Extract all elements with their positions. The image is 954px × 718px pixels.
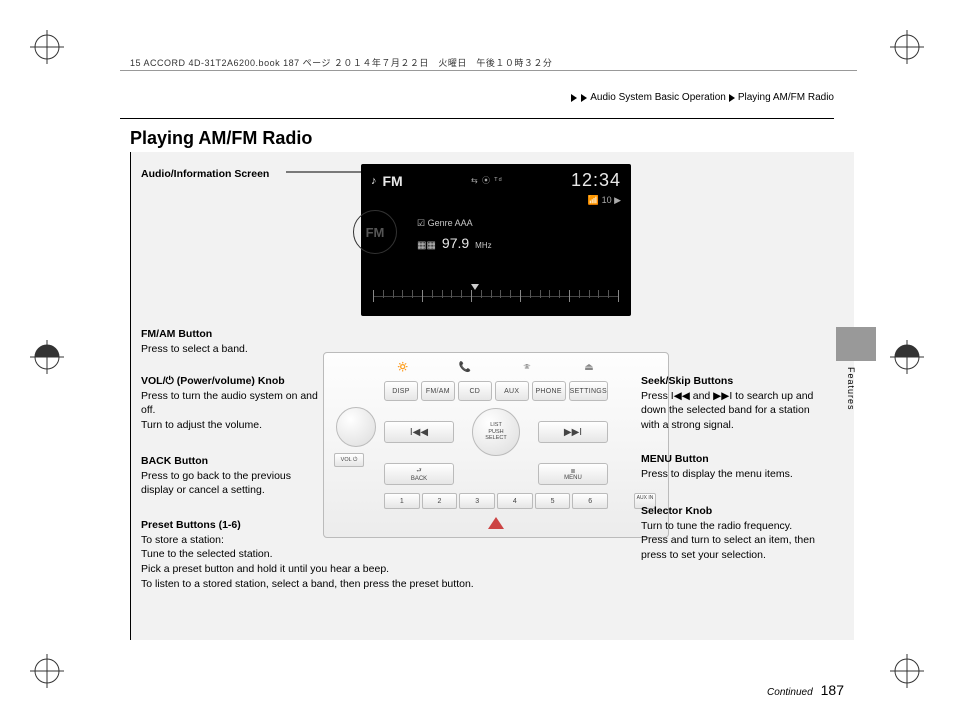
phone-button[interactable]: PHONE	[532, 381, 566, 401]
music-note-icon: ♪	[371, 175, 377, 187]
callout-selector: Selector Knob Turn to tune the radio fre…	[641, 504, 826, 563]
screen-signal-label: 📶 10 ▶	[588, 195, 621, 206]
callout-fmam: FM/AM Button Press to select a band.	[141, 327, 321, 356]
callout-fmam-b: Press to select a band.	[141, 343, 248, 355]
radio-head-unit: 🔅 📞 🕾 ⏏ DISP FM/AM CD AUX PHONE SETTINGS…	[323, 352, 669, 538]
callout-preset-b3: Pick a preset button and hold it until y…	[141, 563, 389, 575]
screen-frequency: 97.9	[442, 235, 469, 251]
brightness-icon: 🔅	[394, 362, 412, 373]
crop-mark-icon	[890, 654, 924, 688]
callout-menu-h: MENU Button	[641, 452, 826, 467]
crop-mark-icon	[890, 30, 924, 64]
menu-button[interactable]: ≣ MENU	[538, 463, 608, 485]
chevron-right-icon	[581, 94, 587, 102]
preset-3-button[interactable]: 3	[459, 493, 495, 509]
cd-button[interactable]: CD	[458, 381, 492, 401]
callout-selector-b2: Press and turn to select an item, then p…	[641, 534, 815, 561]
callout-menu: MENU Button Press to display the menu it…	[641, 452, 826, 481]
back-button-label: BACK	[411, 476, 427, 482]
fm-circle-icon: FM	[353, 210, 397, 254]
crop-mark-icon	[890, 340, 924, 374]
breadcrumb-b: Playing AM/FM Radio	[738, 92, 834, 103]
callout-seek: Seek/Skip Buttons Press I◀◀ and ▶▶I to s…	[641, 374, 826, 433]
callout-fmam-h: FM/AM Button	[141, 327, 321, 342]
callout-preset: Preset Buttons (1-6) To store a station:…	[141, 518, 641, 591]
callout-vol-h: VOL/⏻ (Power/volume) Knob	[141, 374, 321, 389]
scale-pointer-icon	[471, 284, 479, 290]
content-panel: Features ♪ FM ⇆ ⦿ ᵀᵈ 12:34 📶 10 ▶ FM ☑ G…	[130, 152, 854, 640]
callout-back-b: Press to go back to the previous display…	[141, 470, 291, 497]
volume-power-knob[interactable]	[336, 407, 376, 447]
chevron-right-icon	[571, 94, 577, 102]
selector-line2: PUSH	[488, 429, 503, 436]
preset-marker-icon: ▦▦	[417, 240, 436, 251]
callout-vol: VOL/⏻ (Power/volume) Knob Press to turn …	[141, 374, 321, 433]
screen-status-icons: ⇆ ⦿ ᵀᵈ	[471, 175, 503, 186]
breadcrumb: Audio System Basic Operation Playing AM/…	[570, 92, 834, 103]
audio-info-screen: ♪ FM ⇆ ⦿ ᵀᵈ 12:34 📶 10 ▶ FM ☑ Genre AAA …	[361, 164, 631, 316]
continued-label: Continued	[767, 687, 813, 698]
back-arrow-icon: ⮐	[416, 466, 421, 476]
callout-back: BACK Button Press to go back to the prev…	[141, 454, 321, 498]
crop-mark-icon	[30, 654, 64, 688]
callout-vol-b1: Press to turn the audio system on and of…	[141, 390, 318, 417]
callout-selector-b1: Turn to tune the radio frequency.	[641, 520, 792, 532]
disp-button[interactable]: DISP	[384, 381, 418, 401]
crop-mark-icon	[30, 340, 64, 374]
preset-1-button[interactable]: 1	[384, 493, 420, 509]
title-rule	[120, 118, 834, 119]
header-rule	[120, 70, 857, 71]
fmam-button[interactable]: FM/AM	[421, 381, 455, 401]
page-number: 187	[821, 682, 844, 698]
section-tab	[836, 327, 876, 361]
back-button[interactable]: ⮐ BACK	[384, 463, 454, 485]
callout-preset-b1: To store a station:	[141, 534, 224, 546]
phone-pickup-icon: 📞	[456, 362, 474, 373]
crop-mark-icon	[30, 30, 64, 64]
screen-frequency-unit: MHz	[475, 241, 491, 250]
page-footer: Continued 187	[767, 682, 844, 698]
vol-knob-label: VOL ⏻	[334, 453, 364, 467]
callout-seek-h: Seek/Skip Buttons	[641, 374, 826, 389]
phone-hangup-icon: 🕾	[518, 362, 536, 373]
seek-next-button[interactable]: ▶▶I	[538, 421, 608, 443]
screen-band-label: FM	[383, 173, 403, 189]
callout-menu-b: Press to display the menu items.	[641, 468, 793, 480]
section-tab-label: Features	[846, 367, 856, 411]
selector-knob[interactable]: LIST PUSH SELECT	[472, 408, 520, 456]
menu-button-label: MENU	[564, 475, 582, 481]
callout-preset-h: Preset Buttons (1-6)	[141, 518, 641, 533]
screen-genre: ☑ Genre AAA	[387, 218, 621, 235]
callout-selector-h: Selector Knob	[641, 504, 826, 519]
callout-vol-b2: Turn to adjust the volume.	[141, 419, 262, 431]
callout-seek-b: Press I◀◀ and ▶▶I to search up and down …	[641, 390, 813, 431]
preset-2-button[interactable]: 2	[422, 493, 458, 509]
selector-line1: LIST	[490, 422, 502, 429]
preset-4-button[interactable]: 4	[497, 493, 533, 509]
seek-prev-button[interactable]: I◀◀	[384, 421, 454, 443]
aux-button[interactable]: AUX	[495, 381, 529, 401]
screen-clock: 12:34	[571, 170, 621, 191]
preset-6-button[interactable]: 6	[572, 493, 608, 509]
chevron-right-icon	[729, 94, 735, 102]
unit-top-icons: 🔅 📞 🕾 ⏏	[394, 359, 598, 375]
callout-back-h: BACK Button	[141, 454, 321, 469]
doc-header-text: 15 ACCORD 4D-31T2A6200.book 187 ページ ２０１４…	[130, 56, 552, 69]
settings-button[interactable]: SETTINGS	[569, 381, 608, 401]
callout-preset-b4: To listen to a stored station, select a …	[141, 578, 474, 590]
breadcrumb-a: Audio System Basic Operation	[590, 92, 726, 103]
callout-preset-b2: Tune to the selected station.	[141, 548, 273, 560]
preset-5-button[interactable]: 5	[535, 493, 571, 509]
selector-line3: SELECT	[485, 435, 506, 442]
tuning-scale	[373, 286, 619, 304]
eject-icon: ⏏	[580, 362, 598, 373]
callout-screen: Audio/Information Screen	[141, 167, 321, 182]
page-title: Playing AM/FM Radio	[130, 128, 312, 149]
callout-screen-h: Audio/Information Screen	[141, 167, 321, 182]
menu-lines-icon: ≣	[570, 468, 575, 475]
